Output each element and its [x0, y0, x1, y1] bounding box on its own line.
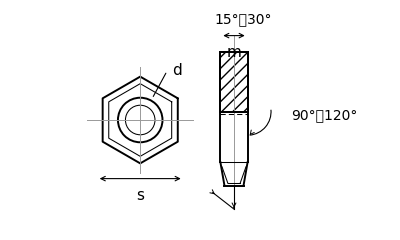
- Text: 15°～30°: 15°～30°: [215, 12, 272, 26]
- Text: d: d: [172, 63, 182, 78]
- Text: m: m: [226, 45, 242, 60]
- Bar: [220, 52, 248, 112]
- Text: s: s: [136, 188, 144, 204]
- Text: 90°～120°: 90°～120°: [292, 108, 358, 122]
